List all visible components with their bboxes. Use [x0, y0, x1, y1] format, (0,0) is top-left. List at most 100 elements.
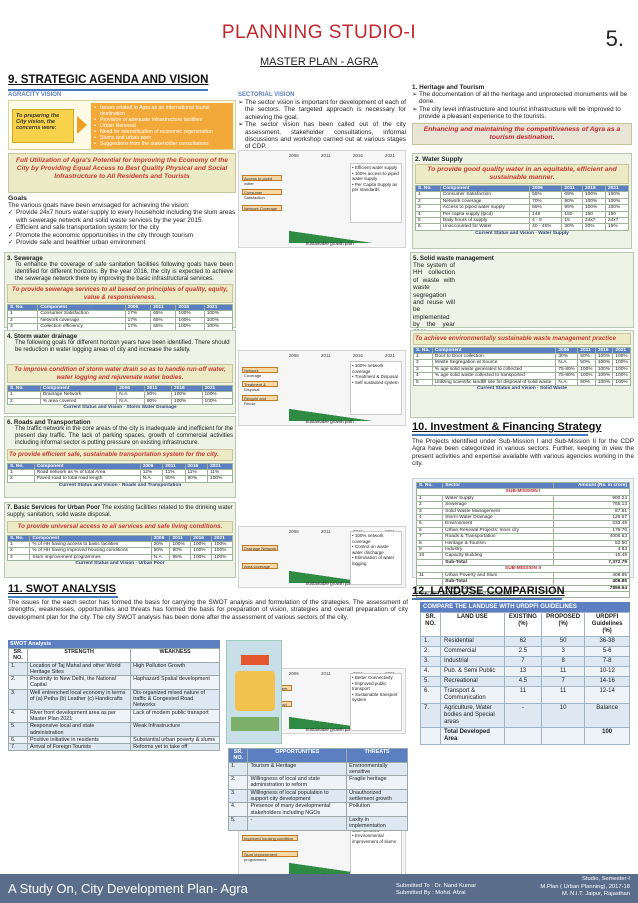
table-cell: S. No. — [6, 534, 31, 542]
solid-waste-caption: Current Status and Vision · Solid Waste — [476, 385, 568, 391]
swot-text: The issues for the each sector has forme… — [8, 599, 408, 621]
table-cell: 70% — [529, 197, 563, 206]
table-cell: Fragile heritage — [346, 775, 408, 790]
table-row: 1 Consumer Satisfaction 55% 69% 100% 100% — [415, 191, 630, 199]
table-header-cell: THREATS — [346, 748, 408, 763]
table-cell: 3. — [8, 688, 28, 710]
table-cell: Substantial urban poverty & slums — [130, 735, 220, 745]
heading-rule — [8, 596, 118, 598]
solid-waste-banner: To achieve environmentally sustainable w… — [413, 333, 631, 345]
table-cell: Environmentally sensitive — [346, 761, 408, 777]
table-row: S. No. Component 2006 2011 2016 2021 — [7, 462, 233, 470]
table-cell: 100% — [612, 372, 631, 380]
table-cell: Waste Segregation at Source — [431, 359, 557, 367]
chart-heritage-diagram: 2006 2011 2016 2021 Access to piped water C… — [238, 150, 406, 248]
building-icon — [235, 671, 275, 711]
table-row: 6 Urban Renewal Projects: Inner city 176.7… — [415, 526, 630, 535]
table-header-cell: SR. NO. — [419, 612, 442, 637]
storm-water-title: 4. Storm water drainage — [7, 333, 78, 340]
table-cell: Consumer Satisfaction — [37, 310, 126, 318]
table-cell — [503, 727, 543, 745]
table-cell: 62 — [503, 636, 543, 647]
table-cell: 3 — [541, 646, 586, 657]
table-cell: Drainage Network — [39, 391, 118, 399]
table-cell: Lack of modern public transport — [130, 708, 220, 724]
footer-title: A Study On, City Development Plan- Agra — [8, 881, 248, 896]
table-row: S. No. Component 2006 2011 2016 2021 — [6, 534, 233, 542]
table-row: 1. Location of Taj Mahal and other World … — [8, 661, 220, 677]
table-cell: 1. — [8, 661, 28, 677]
water-caption: Current Status and Vision · Water Supply — [475, 230, 569, 236]
vision-item: ▪ Provision of adequate Infrastructure fa… — [94, 117, 203, 123]
water-table: S. No. Component 2006 2011 2016 2021 1 Consumer… — [415, 184, 630, 231]
table-cell: 4.5 — [503, 676, 543, 687]
table-cell: Proximity to New Delhi, the National Cap… — [26, 675, 132, 690]
section-10-heading: 10. Investment & Financing Strategy — [412, 421, 602, 433]
table-row: Total Developed Area 100 — [419, 727, 630, 745]
table-cell: 4006.63 — [553, 533, 630, 541]
table-cell: Laxity in implementation — [346, 815, 408, 831]
table-cell: 408.85 — [553, 571, 630, 580]
table-cell: 11 — [503, 686, 543, 704]
table-cell: 126.57 — [553, 513, 630, 522]
table-row: 2% area covered N.A. 80% 100% 100% — [7, 397, 233, 406]
table-cell: 1. — [227, 761, 249, 777]
table-cell: N.A. — [555, 378, 579, 386]
storm-water-caption: Current Status and Vision · Storm Water … — [63, 405, 177, 411]
table-cell: N.A. — [555, 359, 579, 367]
table-cell: Agriculture, Water bodies and Special ar… — [440, 703, 505, 728]
heading-rule — [412, 598, 562, 600]
table-cell: 52.50 — [553, 539, 630, 548]
table-row: Sub-Total 7,372.79 — [415, 558, 630, 567]
table-cell: 15.49 — [553, 552, 630, 560]
investment-table-panel: S. No. Sector Amount (Rs. in crore) SUB-MIS… — [412, 478, 634, 599]
table-cell: 40 - 45% — [529, 223, 563, 231]
table-row: 6. Transport & Communication 11 11 12-14 — [419, 686, 630, 704]
table-row: 4 Storm Water Drainage 126.57 — [415, 513, 630, 522]
goal-item: ✓ Provide safe and healthier urban enviro… — [8, 239, 146, 247]
goals-title: Goals — [8, 195, 27, 202]
basic-services-panel: 7. Basic Services for Urban Poor The exi… — [4, 502, 236, 578]
sewerage-panel: 3. Sewerage To enhance the coverage of s… — [4, 252, 236, 336]
basic-services-caption: Current Status and Vision · Urban Poor — [75, 561, 165, 567]
table-cell: 2021 — [207, 462, 233, 470]
storm-water-table: S. No. Component 2006 2011 2016 2021 1 Drainage… — [7, 384, 233, 406]
table-cell: Tourism & Heritage — [247, 761, 348, 777]
roads-caption: Current Status and Vision · Roads and Tr… — [58, 482, 182, 488]
table-cell: Industrial — [440, 656, 505, 667]
table-cell: 100 — [584, 727, 630, 745]
table-row: 7 Roads & Transportation 4006.63 — [415, 533, 630, 541]
storm-water-panel: 4. Storm water drainage The following go… — [4, 330, 236, 414]
section-9-heading: 9. STRATEGIC AGENDA AND VISION — [8, 74, 209, 86]
table-row: Sub-Total 408.85 — [415, 578, 630, 586]
table-cell: 55% — [529, 191, 563, 199]
table-cell: 36-38 — [584, 636, 630, 647]
water-banner: To provide good quality water in an equi… — [415, 164, 629, 184]
table-header-cell: SR. NO. — [227, 748, 249, 763]
table-cell: Unaccounted for Water — [439, 223, 531, 231]
table-cell: 100% — [604, 204, 630, 212]
table-row: S. No. Component 2006 2011 2016 2021 — [415, 184, 630, 193]
table-row: 2. Commercial 2.5 3 5-6 — [419, 646, 630, 657]
goals-block: Goals The various goals have been envisa… — [8, 195, 238, 246]
table-row: 4. River front development area as per Ma… — [8, 708, 220, 724]
heritage-banner: Enhancing and maintaining the competitiv… — [412, 122, 632, 145]
table-cell: 100% — [201, 397, 233, 406]
sectorial-text: ➢ The sector vision is important for deve… — [238, 99, 406, 151]
table-row: 11 Urban Poverty and Slum 408.85 — [415, 571, 630, 580]
table-cell: 3 — [415, 507, 444, 516]
sectorial-item: ➢ The sector vision has been called out o… — [238, 121, 406, 151]
table-cell: 100% — [604, 197, 630, 206]
table-cell: 24x7 — [604, 216, 630, 225]
table-row: 3 Collection efficiency 17% 65% 100% 100% — [6, 323, 234, 331]
table-cell: Haphazard Spatial development — [130, 675, 220, 690]
table-cell: 50% — [150, 547, 171, 555]
table-row: 2 Network coverage 17% 65% 100% 100% — [6, 316, 234, 325]
table-row: 3. Industrial 7 8 7-8 — [419, 656, 630, 667]
table-cell: Willingness of local population to suppo… — [247, 788, 348, 804]
table-cell: 10 — [541, 703, 586, 728]
table-cell: Willingness of local and state administr… — [247, 775, 348, 790]
table-row: SR. NO. OPPORTUNITIES THREATS — [227, 748, 408, 763]
table-cell: Responsive local and state administratio… — [26, 722, 132, 737]
